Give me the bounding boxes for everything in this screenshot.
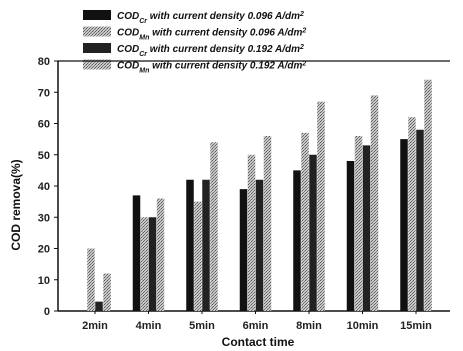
y-tick-label: 80 (38, 56, 50, 68)
bar-8min-series-1 (293, 170, 301, 311)
bar-5min-series-2 (194, 202, 202, 311)
y-tick-label: 10 (38, 275, 50, 287)
bar-10min-series-3 (363, 145, 371, 311)
legend-swatch-2 (83, 27, 111, 37)
y-tick-label: 50 (38, 150, 50, 162)
legend-label-1: CODCr with current density 0.096 A/dm2 (117, 11, 304, 25)
bar-15min-series-1 (400, 139, 408, 311)
bar-4min-series-2 (141, 217, 149, 311)
x-tick-label: 4min (136, 320, 162, 332)
bar-8min-series-3 (309, 155, 317, 311)
bar-10min-series-2 (355, 136, 363, 311)
chart-legend: CODCr with current density 0.096 A/dm2 CO… (83, 10, 306, 74)
x-tick-label: 2min (82, 320, 108, 332)
y-tick-label: 40 (38, 181, 50, 193)
x-tick-label: 10min (347, 320, 379, 332)
y-tick-label: 30 (38, 212, 50, 224)
x-tick-label: 5min (189, 320, 215, 332)
bar-15min-series-4 (424, 80, 432, 311)
bar-5min-series-1 (186, 180, 194, 311)
bar-6min-series-3 (256, 180, 264, 311)
bar-2min-series-3 (95, 302, 103, 311)
bar-4min-series-4 (157, 199, 165, 312)
bar-2min-series-4 (103, 274, 111, 312)
bar-5min-series-3 (202, 180, 210, 311)
legend-label-2: CODMn with current density 0.096 A/dm2 (117, 27, 306, 41)
x-tick-label: 8min (296, 320, 322, 332)
bar-6min-series-2 (248, 155, 256, 311)
bar-2min-series-2 (87, 249, 95, 312)
bar-6min-series-1 (240, 189, 248, 311)
x-tick-label: 15min (400, 320, 432, 332)
legend-swatch-3 (83, 43, 111, 53)
bar-15min-series-2 (408, 117, 416, 311)
y-tick-label: 70 (38, 87, 50, 99)
bar-6min-series-4 (264, 136, 272, 311)
bar-8min-series-2 (301, 133, 309, 311)
bar-10min-series-1 (347, 161, 355, 311)
y-axis-title: COD remova(%) (9, 159, 23, 250)
legend-label-4: CODMn with current density 0.192 A/dm2 (117, 60, 306, 74)
legend-swatch-1 (83, 10, 111, 20)
x-tick-label: 6min (243, 320, 269, 332)
legend-label-3: CODCr with current density 0.192 A/dm2 (117, 44, 304, 58)
bar-8min-series-4 (317, 102, 325, 311)
bar-4min-series-3 (149, 217, 157, 311)
y-tick-label: 0 (44, 306, 50, 318)
bar-15min-series-3 (416, 130, 424, 311)
y-tick-label: 60 (38, 119, 50, 131)
x-axis-title: Contact time (222, 335, 295, 349)
plot-area: 0 10 20 30 40 50 60 70 80 2min 4min 5min 6min 8min 10m… (38, 56, 450, 332)
bar-4min-series-1 (133, 195, 141, 311)
bar-5min-series-4 (210, 142, 218, 311)
y-tick-label: 20 (38, 244, 50, 256)
bar-10min-series-4 (371, 95, 379, 311)
